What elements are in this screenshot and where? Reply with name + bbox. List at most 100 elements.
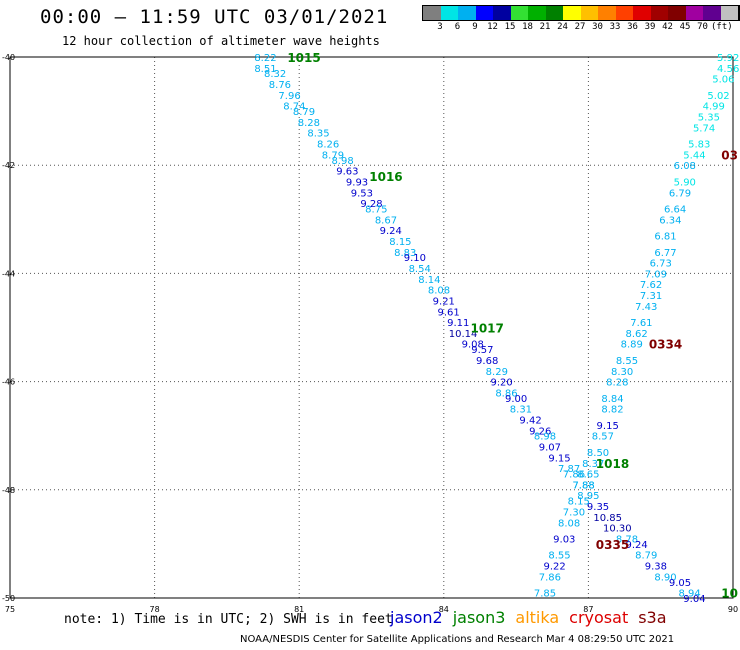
y-tick-label: -46 bbox=[2, 378, 15, 387]
wave-height-label: 8.86 bbox=[495, 388, 517, 399]
color-swatch bbox=[563, 6, 581, 20]
color-swatch bbox=[703, 6, 721, 20]
wave-height-label: 8.83 bbox=[394, 248, 416, 259]
y-tick-label: -50 bbox=[2, 594, 15, 603]
wave-height-label: 8.89 bbox=[621, 340, 643, 351]
color-swatch bbox=[475, 6, 493, 20]
pass-time-label: 1017 bbox=[470, 322, 503, 336]
wave-height-label: 8.32 bbox=[264, 69, 286, 80]
x-tick-label: 81 bbox=[294, 605, 304, 614]
wave-height-label: 8.15 bbox=[389, 237, 411, 248]
wave-height-label: 8.75 bbox=[365, 204, 387, 215]
wave-height-label: 8.51 bbox=[254, 64, 276, 75]
wave-height-label: 8.28 bbox=[606, 378, 628, 389]
wave-height-label: 8.37 bbox=[582, 459, 604, 470]
wave-height-label: 7.96 bbox=[278, 91, 300, 102]
satellite-legend: jason2 jason3 altika cryosat s3a bbox=[390, 608, 677, 627]
wave-height-label: 6.79 bbox=[669, 188, 691, 199]
color-scale-label: 6 bbox=[454, 22, 461, 32]
wave-height-label: 7.09 bbox=[645, 269, 667, 280]
wave-height-label: 8.55 bbox=[616, 356, 638, 367]
wave-height-label: 9.61 bbox=[437, 307, 459, 318]
color-swatch bbox=[650, 6, 668, 20]
axis-tick-labels: 75 78 81 84 87 90 -40 -42 -44 -46 -48 -50 bbox=[2, 53, 738, 614]
wave-height-label: 7.30 bbox=[563, 507, 585, 518]
y-tick-label: -48 bbox=[2, 486, 15, 495]
pass-time-label: 1018 bbox=[596, 457, 629, 471]
wave-height-label: 9.24 bbox=[380, 226, 402, 237]
color-swatch bbox=[493, 6, 511, 20]
color-swatch bbox=[633, 6, 651, 20]
pass-time-label: 0335 bbox=[596, 538, 629, 552]
color-swatch bbox=[510, 6, 528, 20]
wave-height-label: 8.57 bbox=[592, 432, 614, 443]
color-swatch bbox=[458, 6, 476, 20]
x-tick-label: 75 bbox=[5, 605, 15, 614]
color-scale-label: 21 bbox=[539, 22, 551, 32]
wave-height-label: 8.65 bbox=[577, 470, 599, 481]
pass-time-label: 1016 bbox=[369, 170, 402, 184]
pass-time-label: 1015 bbox=[287, 51, 320, 65]
color-scale-label: 36 bbox=[627, 22, 638, 32]
wave-height-label: 6.34 bbox=[659, 215, 681, 226]
wave-height-label: 6.73 bbox=[650, 259, 672, 270]
wave-height-label: 9.05 bbox=[669, 578, 691, 589]
y-tick-label: -40 bbox=[2, 53, 15, 62]
footnote: note: 1) Time is in UTC; 2) SWH is in fe… bbox=[64, 612, 393, 627]
color-swatch bbox=[580, 6, 598, 20]
wave-height-label: 5.74 bbox=[693, 123, 715, 134]
x-tick-label: 78 bbox=[150, 605, 160, 614]
wave-height-label: 5.35 bbox=[698, 113, 720, 124]
color-scale-label: 18 bbox=[522, 22, 533, 32]
color-swatch bbox=[615, 6, 633, 20]
wave-height-label: 9.53 bbox=[351, 188, 373, 199]
wave-height-label: 9.35 bbox=[587, 502, 609, 513]
wave-height-label: 9.93 bbox=[346, 177, 368, 188]
wave-height-label: 9.04 bbox=[683, 594, 705, 605]
wave-height-label: 8.98 bbox=[534, 432, 556, 443]
color-scale-label: 39 bbox=[644, 22, 656, 32]
color-scale-label: 3 bbox=[437, 22, 443, 32]
color-swatch bbox=[423, 6, 441, 20]
wave-height-label: 8.28 bbox=[298, 118, 320, 129]
x-tick-label: 87 bbox=[583, 605, 593, 614]
color-swatch bbox=[668, 6, 686, 20]
wave-height-label: 8.76 bbox=[269, 80, 291, 91]
credit-line: NOAA/NESDIS Center for Satellite Applica… bbox=[240, 634, 675, 645]
wave-height-label: 9.11 bbox=[447, 318, 469, 329]
wave-height-label: 8.98 bbox=[331, 156, 353, 167]
legend-entry: jason3 bbox=[452, 608, 506, 627]
x-tick-label: 90 bbox=[728, 605, 738, 614]
wave-height-label: 7.86 bbox=[563, 470, 585, 481]
wave-height-label: 8.84 bbox=[601, 394, 623, 405]
y-tick-label: -42 bbox=[2, 161, 15, 170]
color-swatch bbox=[685, 6, 703, 20]
wave-height-label: 8.78 bbox=[616, 534, 638, 545]
color-scale-label: 45 bbox=[679, 22, 691, 32]
wave-height-label: 6.08 bbox=[674, 161, 696, 172]
wave-height-label: 9.20 bbox=[491, 378, 513, 389]
wave-height-label: 7.88 bbox=[572, 480, 594, 491]
wave-height-label: 5.06 bbox=[712, 75, 734, 86]
wave-height-label: 7.85 bbox=[534, 589, 556, 600]
wave-height-label: 9.10 bbox=[404, 253, 426, 264]
legend-entry: cryosat bbox=[569, 608, 629, 627]
color-scale-label: 33 bbox=[609, 22, 621, 32]
wave-height-label: 9.63 bbox=[336, 167, 358, 178]
wave-height-label: 9.22 bbox=[544, 562, 566, 573]
color-swatch bbox=[720, 6, 738, 20]
wave-height-label: 8.67 bbox=[375, 215, 397, 226]
wave-height-label: 7.87 bbox=[558, 464, 580, 475]
color-scale-label: 70 bbox=[697, 22, 708, 32]
wave-height-label: 4.56 bbox=[717, 64, 739, 75]
wave-height-label: 9.15 bbox=[548, 453, 570, 464]
wave-height-label: 8.15 bbox=[568, 497, 590, 508]
color-scale-label: 42 bbox=[662, 22, 673, 32]
color-swatch bbox=[598, 6, 616, 20]
wave-height-label: 7.31 bbox=[640, 291, 662, 302]
color-scale-label: (ft) bbox=[711, 22, 733, 32]
wave-height-label: 9.68 bbox=[476, 356, 498, 367]
wave-height-label: 9.15 bbox=[597, 421, 619, 432]
wave-height-label: 7.62 bbox=[640, 280, 662, 291]
